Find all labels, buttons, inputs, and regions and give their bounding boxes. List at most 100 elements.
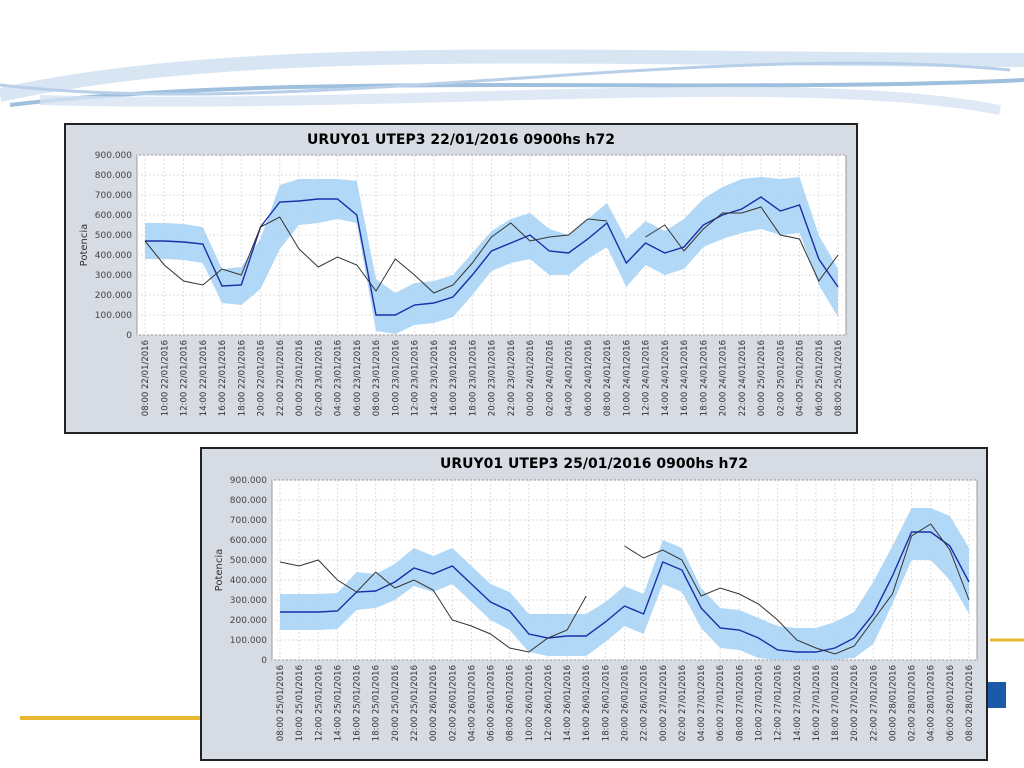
x-tick-label: 20:00 22/01/2016 [257,340,267,416]
x-tick-label: 10:00 23/01/2016 [391,340,401,416]
x-tick-label: 22:00 22/01/2016 [276,340,286,416]
y-tick-label: 400.000 [230,576,267,586]
x-tick-label: 14:00 22/01/2016 [199,340,209,416]
x-tick-label: 18:00 22/01/2016 [237,340,247,416]
x-tick-label: 02:00 28/01/2016 [908,665,918,741]
x-tick-label: 22:00 27/01/2016 [869,665,879,741]
band-area [145,177,838,334]
y-tick-label: 900.000 [95,151,132,161]
y-axis-label: Potencia [214,549,225,592]
y-axis-label: Potencia [79,224,90,267]
chart: URUY01 UTEP3 22/01/2016 0900hs h72 Potenc… [64,123,858,434]
y-tick-label: 700.000 [95,191,132,201]
x-tick-label: 06:00 23/01/2016 [353,340,363,416]
y-tick-label: 0 [126,331,132,341]
x-tick-label: 04:00 25/01/2016 [796,340,806,416]
series-line [280,531,970,653]
series-line [279,523,970,655]
x-tick-label: 14:00 27/01/2016 [793,665,803,741]
x-tick-label: 16:00 25/01/2016 [353,665,363,741]
x-tick-label: 14:00 24/01/2016 [661,340,671,416]
x-tick-label: 08:00 26/01/2016 [506,665,516,741]
x-tick-label: 20:00 25/01/2016 [391,665,401,741]
x-tick-label: 10:00 22/01/2016 [160,340,170,416]
x-tick-label: 00:00 25/01/2016 [757,340,767,416]
x-tick-label: 20:00 23/01/2016 [488,340,498,416]
y-tick-label: 400.000 [95,251,132,261]
x-tick-label: 08:00 23/01/2016 [372,340,382,416]
x-tick-label: 14:00 25/01/2016 [333,665,343,741]
x-tick-label: 20:00 26/01/2016 [621,665,631,741]
x-tick-label: 16:00 23/01/2016 [449,340,459,416]
x-tick-label: 12:00 25/01/2016 [314,665,324,741]
y-tick-label: 600.000 [95,211,132,221]
x-tick-label: 06:00 27/01/2016 [716,665,726,741]
y-tick-label: 700.000 [230,516,267,526]
band-area [280,508,969,660]
x-tick-label: 02:00 25/01/2016 [776,340,786,416]
x-tick-label: 02:00 26/01/2016 [448,665,458,741]
y-tick-label: 500.000 [230,556,267,566]
x-tick-label: 12:00 27/01/2016 [774,665,784,741]
series-line [144,206,839,294]
y-tick-label: 0 [261,656,267,666]
x-tick-label: 18:00 24/01/2016 [699,340,709,416]
y-tick-label: 800.000 [230,496,267,506]
y-tick-label: 300.000 [230,596,267,606]
x-tick-label: 22:00 26/01/2016 [640,665,650,741]
x-tick-label: 08:00 28/01/2016 [965,665,975,741]
x-tick-label: 14:00 23/01/2016 [430,340,440,416]
x-tick-label: 18:00 23/01/2016 [468,340,478,416]
x-tick-label: 10:00 24/01/2016 [622,340,632,416]
x-tick-label: 04:00 23/01/2016 [334,340,344,416]
y-tick-label: 100.000 [230,636,267,646]
x-tick-label: 04:00 28/01/2016 [927,665,937,741]
x-tick-label: 06:00 28/01/2016 [946,665,956,741]
x-tick-label: 08:00 24/01/2016 [603,340,613,416]
x-tick-label: 10:00 25/01/2016 [295,665,305,741]
y-tick-label: 900.000 [230,476,267,486]
chart-title: URUY01 UTEP3 22/01/2016 0900hs h72 [307,132,615,148]
x-tick-label: 12:00 22/01/2016 [180,340,190,416]
x-tick-label: 16:00 27/01/2016 [812,665,822,741]
x-tick-label: 00:00 26/01/2016 [429,665,439,741]
x-tick-label: 20:00 24/01/2016 [719,340,729,416]
x-tick-label: 06:00 26/01/2016 [487,665,497,741]
x-tick-label: 00:00 23/01/2016 [295,340,305,416]
x-tick-label: 20:00 27/01/2016 [850,665,860,741]
x-tick-label: 18:00 27/01/2016 [831,665,841,741]
y-tick-label: 100.000 [95,311,132,321]
x-tick-label: 12:00 26/01/2016 [544,665,554,741]
y-tick-label: 800.000 [95,171,132,181]
chart: URUY01 UTEP3 25/01/2016 0900hs h72 Potenc… [200,447,988,761]
x-tick-label: 10:00 27/01/2016 [754,665,764,741]
x-tick-label: 02:00 23/01/2016 [314,340,324,416]
y-tick-label: 200.000 [230,616,267,626]
x-tick-label: 00:00 24/01/2016 [526,340,536,416]
x-tick-label: 02:00 24/01/2016 [545,340,555,416]
x-tick-label: 22:00 23/01/2016 [507,340,517,416]
x-tick-label: 04:00 26/01/2016 [467,665,477,741]
x-tick-label: 06:00 24/01/2016 [584,340,594,416]
y-tick-label: 600.000 [230,536,267,546]
chart-title: URUY01 UTEP3 25/01/2016 0900hs h72 [440,456,748,472]
decoration [0,49,1024,720]
y-tick-label: 300.000 [95,271,132,281]
y-tick-label: 200.000 [95,291,132,301]
x-tick-label: 08:00 25/01/2016 [276,665,286,741]
x-tick-label: 18:00 26/01/2016 [601,665,611,741]
x-tick-label: 04:00 24/01/2016 [565,340,575,416]
x-tick-label: 04:00 27/01/2016 [697,665,707,741]
x-tick-label: 10:00 26/01/2016 [525,665,535,741]
x-tick-label: 08:00 22/01/2016 [141,340,151,416]
x-tick-label: 14:00 26/01/2016 [563,665,573,741]
x-tick-label: 06:00 25/01/2016 [815,340,825,416]
x-tick-label: 18:00 25/01/2016 [372,665,382,741]
x-tick-label: 22:00 25/01/2016 [410,665,420,741]
x-tick-label: 12:00 24/01/2016 [642,340,652,416]
x-tick-label: 00:00 28/01/2016 [888,665,898,741]
x-tick-label: 08:00 25/01/2016 [834,340,844,416]
x-tick-label: 16:00 24/01/2016 [680,340,690,416]
x-tick-label: 12:00 23/01/2016 [411,340,421,416]
